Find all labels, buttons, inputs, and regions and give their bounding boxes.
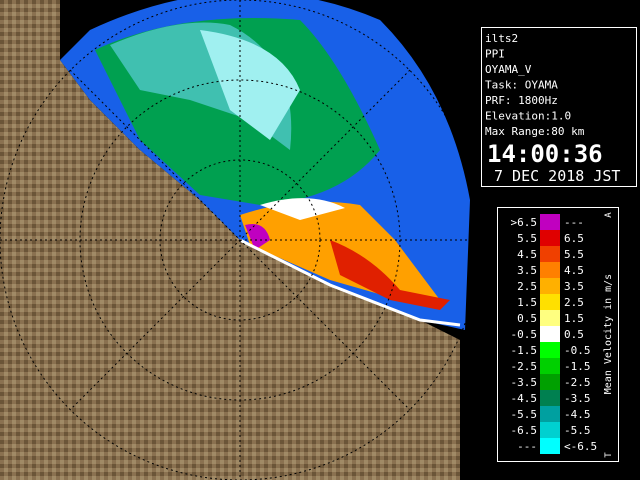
swatch (540, 406, 560, 422)
swatch (540, 358, 560, 374)
legend-left: >6.5 (511, 216, 538, 229)
legend-left: -5.5 (511, 408, 538, 421)
legend-left: -4.5 (511, 392, 538, 405)
info-line: Task: OYAMA (485, 79, 558, 92)
swatch (540, 262, 560, 278)
info-line: PRF: 1800Hz (485, 94, 558, 107)
legend-left: -0.5 (511, 328, 538, 341)
legend-right: 1.5 (564, 312, 584, 325)
legend-left: -6.5 (511, 424, 538, 437)
legend-left: -3.5 (511, 376, 538, 389)
info-box (481, 27, 637, 187)
time: 14:00:36 (487, 140, 603, 168)
swatch (540, 422, 560, 438)
legend-left: --- (517, 440, 537, 453)
legend-right: -2.5 (564, 376, 591, 389)
swatch (540, 374, 560, 390)
legend-right: 6.5 (564, 232, 584, 245)
legend-right: 2.5 (564, 296, 584, 309)
info-line: PPI (485, 48, 505, 61)
swatch (540, 438, 560, 454)
legend-right: -4.5 (564, 408, 591, 421)
date: 7 DEC 2018 JST (494, 167, 620, 185)
legend-left: 4.5 (517, 248, 537, 261)
swatch (540, 230, 560, 246)
legend-bottom-mark: T (604, 452, 614, 458)
legend-title: Mean Velocity in m/s (603, 274, 614, 394)
swatch (540, 294, 560, 310)
legend-right: 3.5 (564, 280, 584, 293)
legend-left: 3.5 (517, 264, 537, 277)
info-line: Max Range:80 km (485, 125, 585, 138)
legend-right: -1.5 (564, 360, 591, 373)
swatch (540, 342, 560, 358)
swatch (540, 278, 560, 294)
legend-left: 1.5 (517, 296, 537, 309)
swatch (540, 214, 560, 230)
legend-right: -3.5 (564, 392, 591, 405)
legend-left: 2.5 (517, 280, 537, 293)
info-line: ilts2 (485, 32, 518, 45)
swatch (540, 246, 560, 262)
info-line: OYAMA_V (485, 63, 532, 76)
legend-right: 0.5 (564, 328, 584, 341)
legend-left: 0.5 (517, 312, 537, 325)
range-rings (0, 0, 480, 480)
legend-right: 5.5 (564, 248, 584, 261)
legend-left: 5.5 (517, 232, 537, 245)
legend-left: -1.5 (511, 344, 538, 357)
map (0, 0, 480, 480)
swatch (540, 310, 560, 326)
legend-right: --- (564, 216, 584, 229)
info-panel: ilts2 PPI OYAMA_V Task: OYAMA PRF: 1800Hz Ele… (485, 32, 620, 185)
legend-top-mark: A (604, 212, 614, 218)
swatch (540, 390, 560, 406)
legend: >6.5 --- 5.5 6.5 4.5 5.5 3.5 4.5 2.5 3.5 1.5 2.5 0.5… (511, 212, 615, 458)
legend-right: <-6.5 (564, 440, 597, 453)
swatch (540, 326, 560, 342)
legend-left: -2.5 (511, 360, 538, 373)
info-line: Elevation:1.0 (485, 110, 571, 123)
legend-right: -0.5 (564, 344, 591, 357)
legend-right: -5.5 (564, 424, 591, 437)
legend-right: 4.5 (564, 264, 584, 277)
